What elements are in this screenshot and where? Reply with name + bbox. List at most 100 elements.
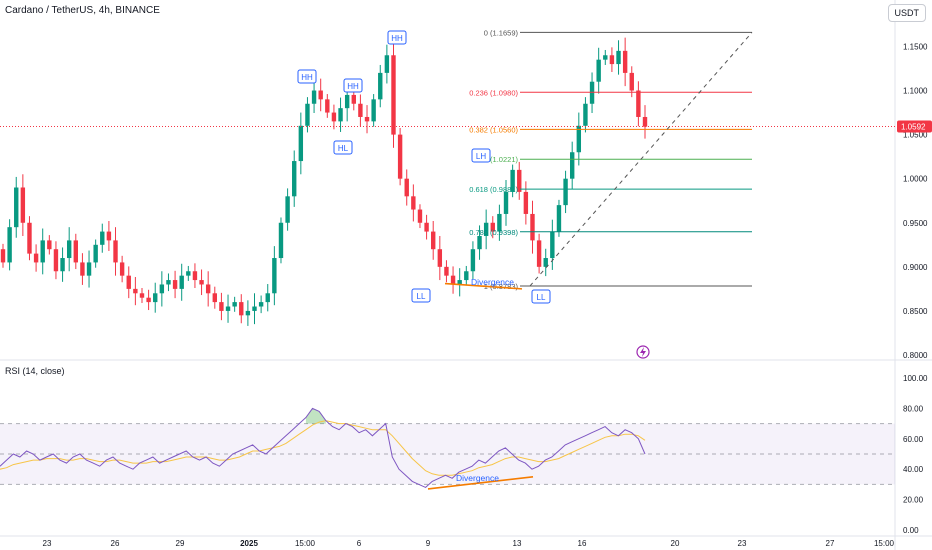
- hl-label-box: [333, 140, 353, 155]
- candle-body: [86, 262, 92, 276]
- candle-body: [133, 288, 138, 294]
- candle-body: [252, 306, 257, 311]
- candle-body: [510, 169, 515, 192]
- candle-body: [166, 280, 171, 285]
- ll-label: LL: [537, 293, 546, 302]
- candle-body: [411, 196, 416, 210]
- time-tick-label: 15:00: [874, 539, 895, 548]
- time-tick-label: 23: [738, 539, 747, 548]
- candle-body: [73, 240, 79, 263]
- hh-label: HH: [347, 82, 359, 91]
- candle-body: [66, 240, 72, 259]
- candle-body: [27, 222, 32, 254]
- ll-label: LL: [417, 292, 426, 301]
- candle-body: [331, 112, 337, 122]
- candle-body: [497, 213, 502, 232]
- candle-body: [232, 302, 237, 307]
- candle-body: [622, 50, 628, 73]
- time-tick-label: 29: [176, 539, 185, 548]
- rsi-tick-label: 60.00: [903, 435, 924, 444]
- candle-body: [239, 302, 244, 316]
- candle-body: [212, 293, 217, 303]
- candle-body: [563, 178, 568, 206]
- candle-body: [397, 134, 403, 179]
- candle-body: [470, 249, 476, 272]
- lightning-icon-glyph: [640, 347, 646, 357]
- candle-body: [146, 297, 151, 303]
- hh-label: HH: [391, 34, 403, 43]
- fib-level-label: 0.618 (0.9881): [469, 185, 518, 194]
- lh-label-box: [471, 148, 491, 163]
- fib-trend-line: [529, 32, 753, 287]
- candle-body: [517, 169, 522, 192]
- candle-body: [205, 284, 211, 294]
- rsi-title: RSI (14, close): [5, 366, 65, 376]
- time-tick-label: 16: [578, 539, 587, 548]
- candle-body: [629, 72, 634, 91]
- chart-title: Cardano / TetherUS, 4h, BINANCE: [5, 5, 160, 16]
- candle-body: [404, 178, 409, 197]
- candle-body: [278, 222, 284, 259]
- candle-body: [364, 116, 370, 122]
- ll-label-box: [531, 289, 551, 304]
- candle-body: [106, 231, 112, 241]
- candle-body: [153, 293, 158, 303]
- price-tick-label: 0.9000: [903, 263, 928, 272]
- candle-body: [384, 55, 390, 73]
- candle-body: [199, 280, 204, 285]
- candle-body: [258, 302, 264, 307]
- candle-body: [245, 310, 251, 316]
- fib-level-label: 0.236 (1.0980): [469, 88, 518, 97]
- candle-body: [431, 231, 436, 250]
- time-tick-label: 23: [43, 539, 52, 548]
- candle-body: [100, 231, 105, 245]
- rsi-tick-label: 100.00: [903, 374, 928, 383]
- candle-body: [265, 293, 270, 303]
- fib-level-label: 0 (1.1659): [484, 28, 519, 37]
- candle-body: [450, 275, 456, 285]
- candle-body: [318, 90, 323, 100]
- currency-selector[interactable]: USDT: [887, 4, 926, 22]
- candle-body: [477, 235, 482, 250]
- price-tick-label: 1.0000: [903, 175, 928, 184]
- candle-body: [550, 231, 555, 259]
- time-tick-label: 20: [671, 539, 680, 548]
- candle-body: [351, 94, 356, 104]
- candle-body: [126, 275, 131, 289]
- candle-body: [60, 258, 65, 272]
- candle-body: [417, 209, 423, 223]
- rsi-tick-label: 0.00: [903, 526, 919, 535]
- candle-body: [583, 103, 588, 126]
- price-tick-label: 1.0500: [903, 131, 928, 140]
- candle-body: [20, 187, 26, 223]
- candle-body: [14, 187, 19, 228]
- candle-body: [139, 293, 145, 298]
- candle-body: [159, 284, 165, 294]
- candle-body: [603, 55, 608, 60]
- candle-body: [609, 55, 615, 65]
- price-tick-label: 0.8500: [903, 307, 928, 316]
- fib-level-label: 0.5 (1.0221): [478, 155, 519, 164]
- candle-body: [483, 222, 489, 236]
- price-tick-label: 1.1000: [903, 87, 928, 96]
- candle-body: [338, 108, 343, 122]
- candle-body: [172, 280, 178, 289]
- rsi-tick-label: 20.00: [903, 496, 924, 505]
- time-tick-label: 2025: [240, 539, 258, 548]
- rsi-overbought-fill: [305, 408, 326, 424]
- candle-body: [7, 227, 12, 263]
- fib-level-label: 1 (0.8783): [484, 282, 519, 291]
- candle-body: [225, 306, 231, 311]
- price-tick-label: 1.1500: [903, 42, 928, 51]
- candle-body: [378, 72, 383, 100]
- candle-body: [358, 103, 363, 117]
- candle-body: [285, 196, 290, 223]
- hh-label: HH: [301, 73, 313, 82]
- candle-body: [325, 99, 330, 113]
- candle-body: [192, 271, 198, 281]
- rsi-divergence-line: [427, 476, 534, 490]
- candle-body: [179, 275, 184, 289]
- candle-body: [490, 222, 495, 232]
- time-tick-label: 13: [513, 539, 522, 548]
